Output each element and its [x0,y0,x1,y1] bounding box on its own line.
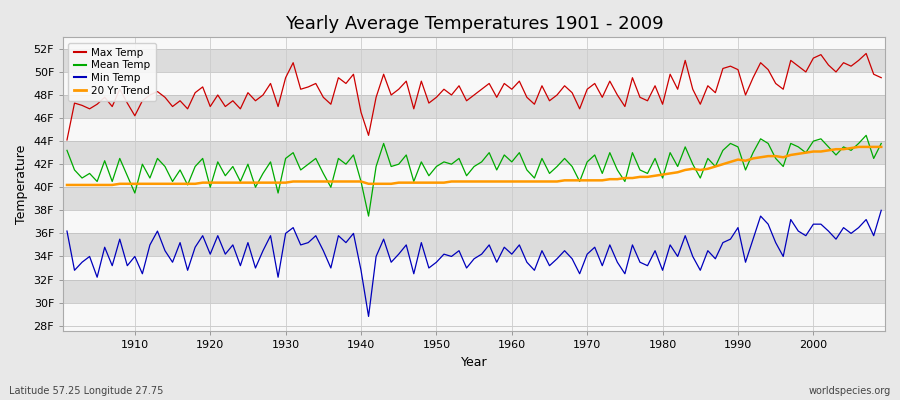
Bar [63,118,885,141]
Text: Latitude 57.25 Longitude 27.75: Latitude 57.25 Longitude 27.75 [9,386,164,396]
Bar [63,164,885,187]
Text: worldspecies.org: worldspecies.org [809,386,891,396]
X-axis label: Year: Year [461,356,488,369]
Bar [63,95,885,118]
Title: Yearly Average Temperatures 1901 - 2009: Yearly Average Temperatures 1901 - 2009 [284,15,663,33]
Bar [63,302,885,326]
Bar [63,256,885,280]
Legend: Max Temp, Mean Temp, Min Temp, 20 Yr Trend: Max Temp, Mean Temp, Min Temp, 20 Yr Tre… [68,42,156,101]
Bar [63,72,885,95]
Bar [63,210,885,233]
Bar [63,141,885,164]
Bar [63,233,885,256]
Bar [63,187,885,210]
Bar [63,280,885,302]
Y-axis label: Temperature: Temperature [15,145,28,224]
Bar [63,49,885,72]
